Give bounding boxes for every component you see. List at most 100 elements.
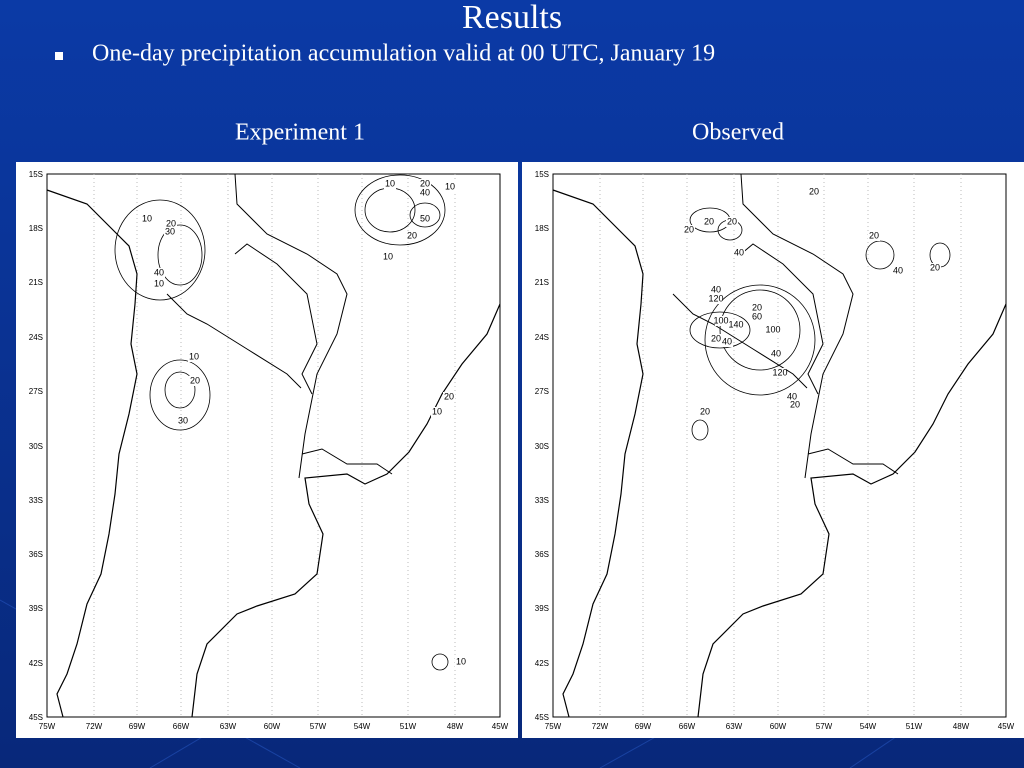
contour-label: 20: [444, 391, 454, 401]
panel-title: Experiment 1: [235, 120, 365, 146]
label-bg: [177, 416, 189, 426]
lat-label: 39S: [29, 604, 43, 613]
label-bg: [767, 325, 779, 335]
label-bg: [153, 279, 165, 289]
border: [740, 243, 824, 395]
border: [234, 243, 318, 395]
contour-label: 40: [154, 267, 164, 277]
label-bg: [141, 214, 153, 224]
contour: [157, 224, 203, 286]
lon-label: 60W: [770, 722, 787, 731]
contour-label: 40: [734, 247, 744, 257]
lon-label: 75W: [39, 722, 56, 731]
contour-label: 50: [420, 213, 430, 223]
label-bg: [721, 337, 733, 347]
label-bg: [789, 400, 801, 410]
label-bg: [699, 407, 711, 417]
label-bg: [710, 285, 722, 295]
label-bg: [443, 392, 455, 402]
lat-label: 24S: [29, 333, 43, 342]
lat-label: 36S: [29, 550, 43, 559]
contour-label: 20: [869, 230, 879, 240]
lat-label: 27S: [535, 387, 549, 396]
lon-label: 45W: [998, 722, 1015, 731]
contour-label: 40: [893, 265, 903, 275]
contour-label: 20: [809, 186, 819, 196]
label-bg: [715, 316, 727, 326]
contour-label: 20: [752, 302, 762, 312]
label-bg: [164, 227, 176, 237]
panel-background: [16, 162, 518, 738]
label-bg: [431, 407, 443, 417]
label-bg: [703, 217, 715, 227]
lat-label: 15S: [535, 170, 549, 179]
border: [234, 173, 348, 479]
label-bg: [419, 188, 431, 198]
label-bg: [683, 225, 695, 235]
contour-label: 20: [684, 224, 694, 234]
contour-label: 20: [790, 399, 800, 409]
border: [740, 173, 854, 479]
contour-label: 10: [456, 656, 466, 666]
label-bg: [751, 312, 763, 322]
bullet-text: One-day precipitation accumulation valid…: [92, 41, 715, 67]
lat-label: 39S: [535, 604, 549, 613]
panel-title: Observed: [692, 120, 784, 146]
lat-label: 21S: [535, 278, 549, 287]
label-bg: [868, 231, 880, 241]
label-bg: [786, 392, 798, 402]
lat-label: 45S: [29, 713, 43, 722]
contour-label: 10: [142, 213, 152, 223]
label-bg: [808, 187, 820, 197]
contour: [149, 359, 211, 431]
contour: [691, 419, 709, 441]
label-bg: [419, 214, 431, 224]
lat-label: 42S: [29, 659, 43, 668]
contour-label: 40: [771, 348, 781, 358]
label-bg: [382, 252, 394, 262]
lat-label: 33S: [535, 496, 549, 505]
contour: [114, 199, 206, 301]
lon-label: 75W: [545, 722, 562, 731]
lat-label: 21S: [29, 278, 43, 287]
label-bg: [730, 320, 742, 330]
lon-label: 57W: [310, 722, 327, 731]
lon-label: 48W: [953, 722, 970, 731]
lat-label: 24S: [535, 333, 549, 342]
label-bg: [710, 334, 722, 344]
lon-label: 72W: [592, 722, 609, 731]
contour: [719, 289, 801, 371]
lat-label: 30S: [29, 442, 43, 451]
label-bg: [455, 657, 467, 667]
lon-label: 45W: [492, 722, 509, 731]
lat-label: 18S: [535, 224, 549, 233]
label-bg: [751, 303, 763, 313]
contour-label: 40: [722, 336, 732, 346]
contour-label: 60: [752, 311, 762, 321]
contour-label: 10: [432, 406, 442, 416]
label-bg: [929, 263, 941, 273]
contour-label: 10: [385, 178, 395, 188]
contour-label: 20: [407, 230, 417, 240]
contour-label: 120: [772, 367, 787, 377]
label-bg: [189, 376, 201, 386]
lon-label: 63W: [220, 722, 237, 731]
contour-label: 40: [420, 187, 430, 197]
contour-label: 20: [930, 262, 940, 272]
contour: [689, 311, 751, 349]
lat-label: 18S: [29, 224, 43, 233]
bullet-icon: [55, 52, 63, 60]
contour: [354, 174, 446, 246]
label-bg: [419, 179, 431, 189]
label-bg: [153, 268, 165, 278]
coastline: [552, 189, 644, 718]
lat-label: 15S: [29, 170, 43, 179]
label-bg: [892, 266, 904, 276]
lon-label: 69W: [129, 722, 146, 731]
contour-label: 30: [165, 226, 175, 236]
contour-label: 10: [445, 181, 455, 191]
border: [301, 448, 393, 475]
